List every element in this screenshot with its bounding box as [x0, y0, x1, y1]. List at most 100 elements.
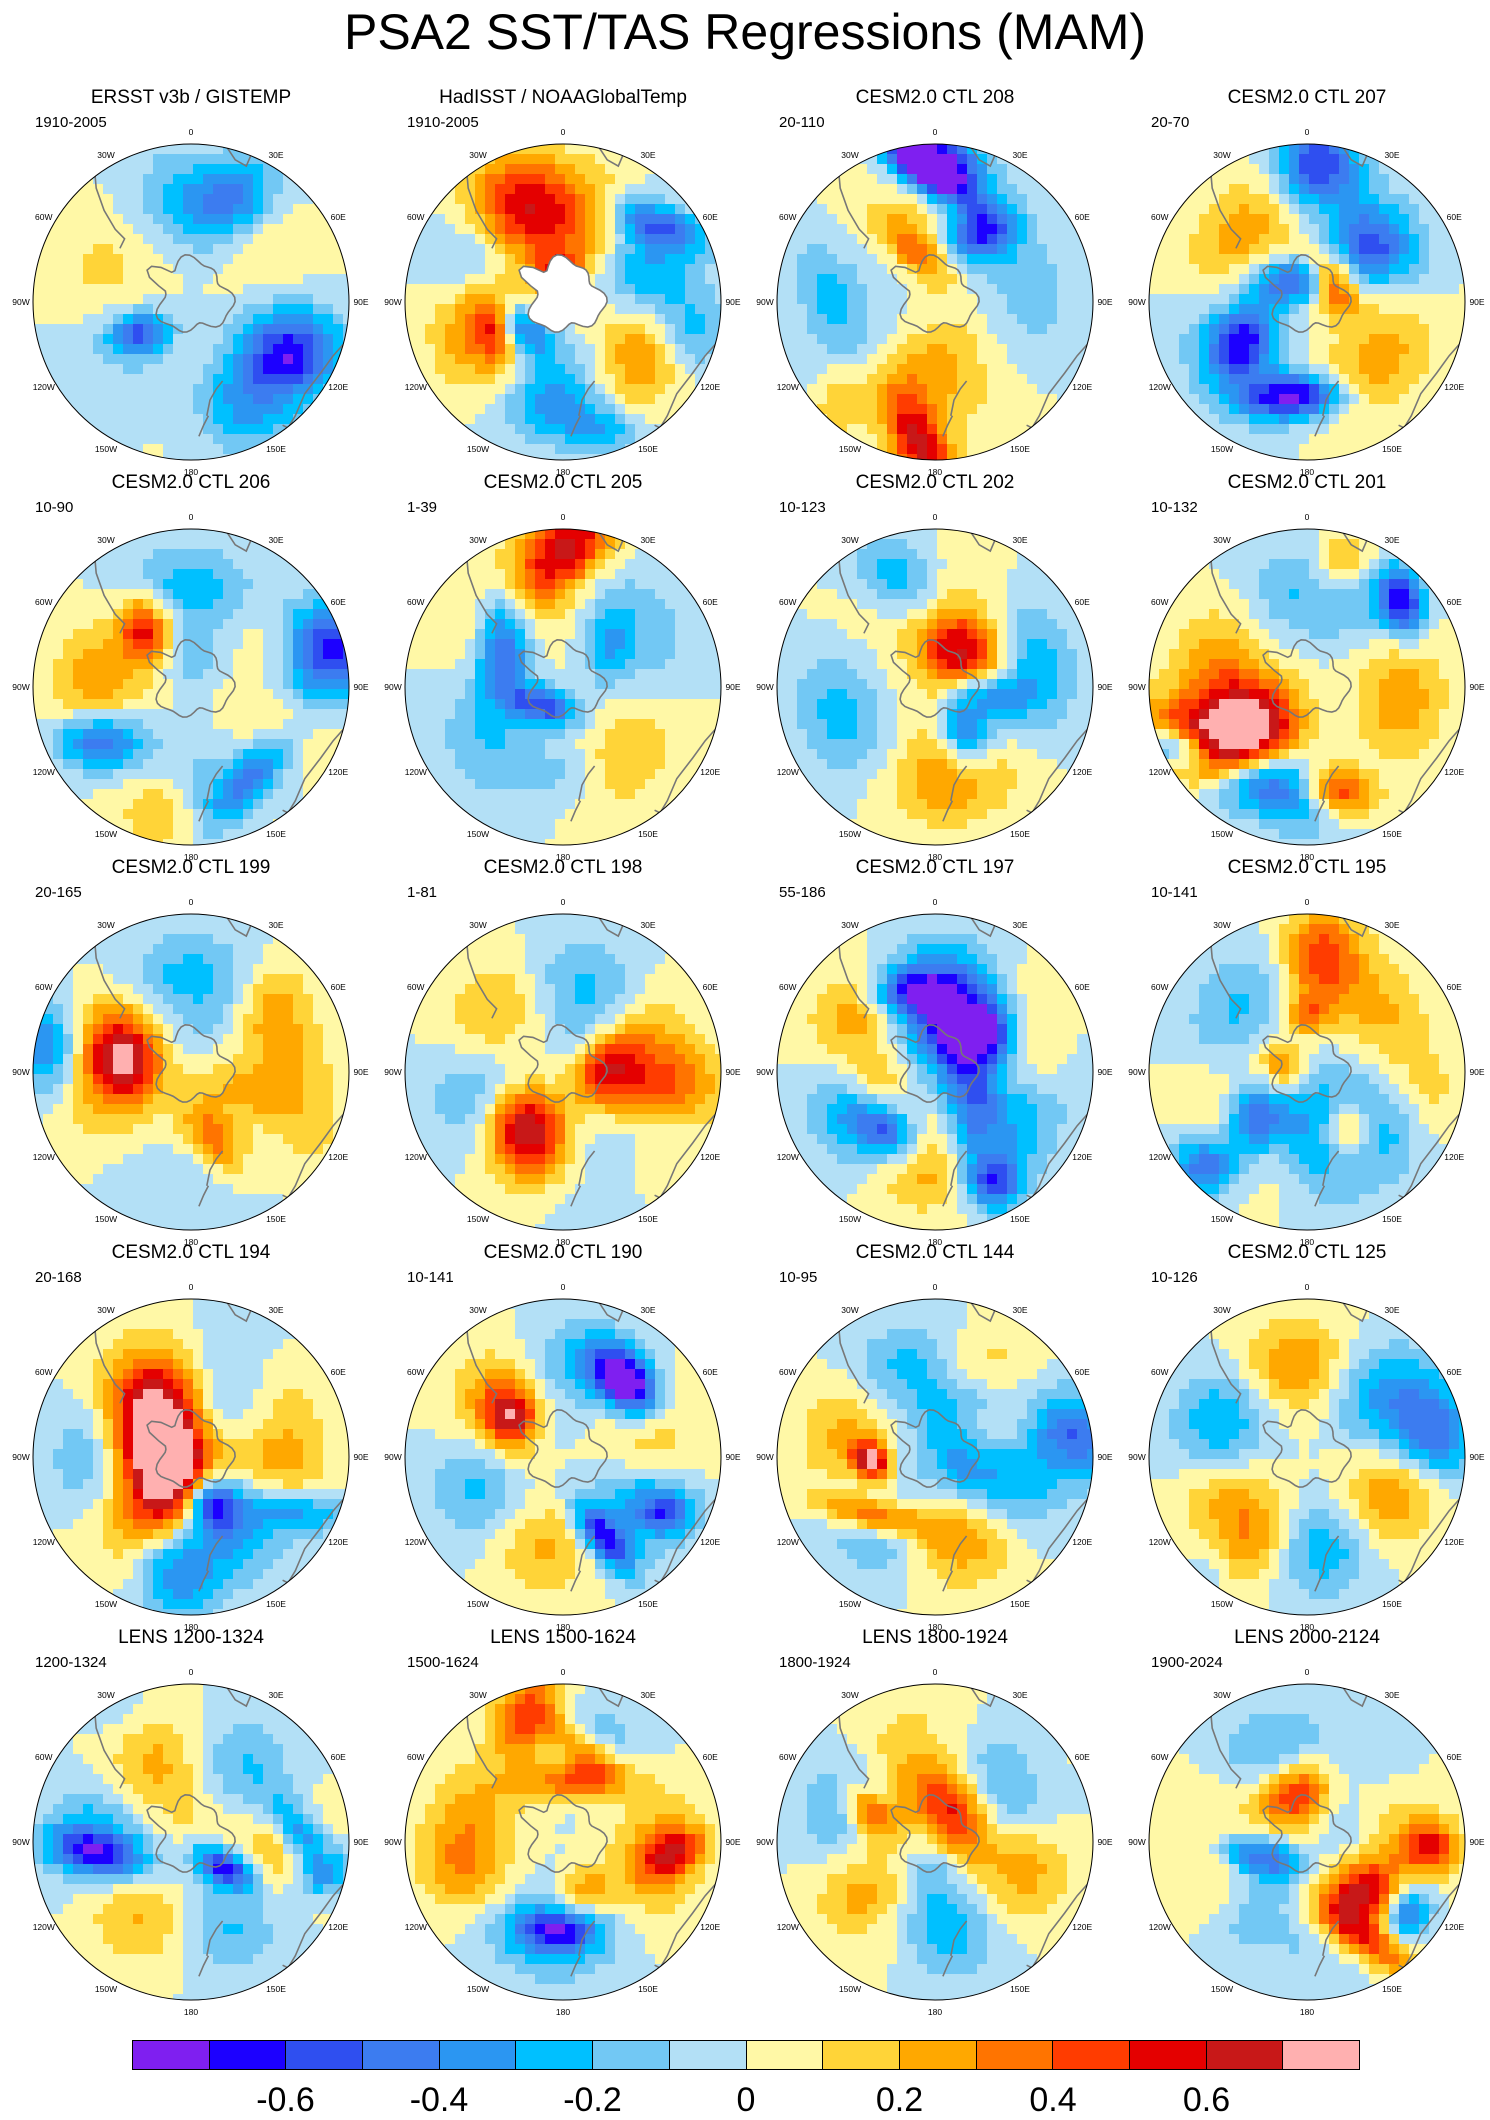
longitude-label: 30E [268, 535, 283, 545]
longitude-label: 0 [561, 1282, 566, 1292]
longitude-label: 90E [1097, 1837, 1112, 1847]
longitude-label: 90W [1128, 1067, 1145, 1077]
longitude-label: 90W [384, 297, 401, 307]
longitude-label: 0 [561, 897, 566, 907]
colorbar-swatch [670, 2041, 747, 2069]
longitude-label: 150W [1211, 444, 1233, 454]
longitude-label: 120W [777, 1922, 799, 1932]
longitude-label: 90W [12, 682, 29, 692]
longitude-label: 30E [1012, 1690, 1027, 1700]
longitude-label: 30W [97, 150, 114, 160]
longitude-label: 30W [469, 150, 486, 160]
longitude-label: 30W [841, 535, 858, 545]
longitude-label: 30W [841, 920, 858, 930]
longitude-label: 30E [1384, 1305, 1399, 1315]
longitude-label: 60E [703, 1367, 718, 1377]
longitude-label: 30E [1012, 1305, 1027, 1315]
longitude-label: 60E [1447, 1367, 1462, 1377]
longitude-label: 60E [331, 1367, 346, 1377]
longitude-label: 150W [95, 444, 117, 454]
longitude-label: 150E [266, 1984, 286, 1994]
longitude-label: 180 [184, 2007, 198, 2017]
longitude-label: 120E [328, 1922, 348, 1932]
colorbar-swatch [977, 2041, 1054, 2069]
longitude-label: 120E [1072, 382, 1092, 392]
longitude-label: 150E [266, 1599, 286, 1609]
longitude-label: 60W [1151, 597, 1168, 607]
colorbar-swatch [900, 2041, 977, 2069]
longitude-label: 0 [1305, 1667, 1310, 1677]
longitude-label: 60W [779, 1752, 796, 1762]
longitude-label: 0 [933, 1667, 938, 1677]
longitude-label: 60E [331, 1752, 346, 1762]
longitude-label: 120W [405, 1152, 427, 1162]
colorbar-tick-label: 0.6 [1183, 2080, 1230, 2120]
longitude-label: 60E [703, 982, 718, 992]
sst-field [33, 144, 354, 465]
longitude-label: 120W [33, 382, 55, 392]
longitude-label: 90E [1097, 1067, 1112, 1077]
longitude-label: 120W [405, 1537, 427, 1547]
longitude-label: 30W [97, 1690, 114, 1700]
longitude-label: 0 [1305, 897, 1310, 907]
longitude-label: 60E [1447, 1752, 1462, 1762]
longitude-label: 150W [95, 1214, 117, 1224]
longitude-label: 30W [1213, 535, 1230, 545]
longitude-label: 90E [353, 1837, 368, 1847]
longitude-label: 60E [1075, 1367, 1090, 1377]
longitude-label: 0 [1305, 127, 1310, 137]
longitude-label: 90E [725, 682, 740, 692]
longitude-label: 150E [1382, 829, 1402, 839]
longitude-label: 0 [933, 127, 938, 137]
longitude-label: 150W [467, 1599, 489, 1609]
longitude-label: 30E [640, 150, 655, 160]
longitude-label: 30W [469, 1690, 486, 1700]
longitude-label: 150E [1382, 1214, 1402, 1224]
longitude-label: 120E [700, 382, 720, 392]
longitude-label: 60W [779, 1367, 796, 1377]
colorbar-swatch [1207, 2041, 1284, 2069]
longitude-label: 120E [1444, 1922, 1464, 1932]
longitude-label: 60W [1151, 1367, 1168, 1377]
sst-field [1149, 529, 1470, 850]
longitude-label: 150W [1211, 1984, 1233, 1994]
longitude-label: 60E [1075, 982, 1090, 992]
longitude-label: 120W [405, 1922, 427, 1932]
colorbar-swatch [363, 2041, 440, 2069]
longitude-label: 120W [405, 382, 427, 392]
longitude-label: 90E [1469, 297, 1484, 307]
longitude-label: 30W [841, 1305, 858, 1315]
longitude-label: 60E [1447, 597, 1462, 607]
longitude-label: 90W [756, 682, 773, 692]
longitude-label: 120E [1444, 1537, 1464, 1547]
colorbar-swatch [823, 2041, 900, 2069]
sst-field [405, 529, 726, 850]
longitude-label: 150E [1382, 1984, 1402, 1994]
longitude-label: 120E [328, 382, 348, 392]
longitude-label: 150E [638, 1984, 658, 1994]
longitude-label: 120E [328, 767, 348, 777]
longitude-label: 0 [933, 897, 938, 907]
longitude-label: 60E [331, 597, 346, 607]
figure-title: PSA2 SST/TAS Regressions (MAM) [0, 2, 1490, 62]
longitude-label: 90E [1097, 297, 1112, 307]
longitude-label: 90E [1097, 1452, 1112, 1462]
longitude-label: 60W [1151, 212, 1168, 222]
longitude-label: 90W [1128, 1452, 1145, 1462]
longitude-label: 120W [777, 1152, 799, 1162]
